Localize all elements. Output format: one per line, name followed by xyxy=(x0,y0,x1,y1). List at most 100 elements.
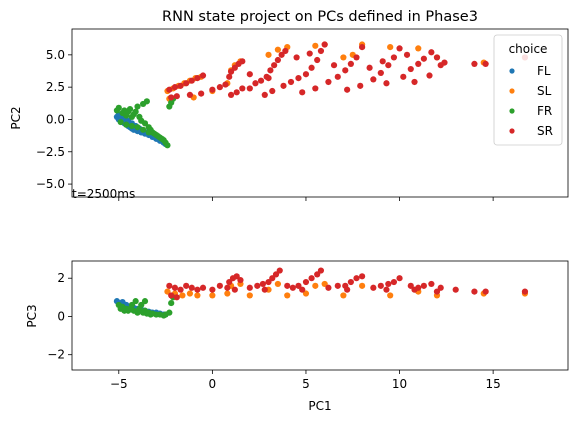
bottom-point-sr-27 xyxy=(308,275,315,282)
top-point-fr-30 xyxy=(134,124,141,131)
top-point-sr-54 xyxy=(390,54,398,61)
top-point-sr-36 xyxy=(302,71,310,78)
top-point-sr-57 xyxy=(400,73,407,80)
top-point-sr-72 xyxy=(293,54,300,61)
top-point-fr-28 xyxy=(123,121,130,128)
bottom-point-sl-15 xyxy=(321,280,328,288)
bottom-x-ticks: −5 0 5 10 15 xyxy=(110,370,501,391)
top-point-sr-30 xyxy=(282,47,289,55)
top-point-sr-37 xyxy=(308,64,315,71)
bottom-x-tick-label-3: 10 xyxy=(392,377,407,391)
top-point-sr-9 xyxy=(186,91,194,99)
top-point-sl-22 xyxy=(387,43,394,51)
bottom-point-fr-7 xyxy=(128,301,135,309)
top-point-sr-52 xyxy=(377,69,384,77)
top-axes-frame xyxy=(71,28,569,198)
bottom-point-sr-18 xyxy=(265,278,272,286)
top-point-sr-65 xyxy=(426,72,433,79)
bottom-point-sl-3 xyxy=(186,290,194,297)
top-point-sr-31 xyxy=(261,91,268,99)
top-point-sr-7 xyxy=(168,94,175,101)
top-point-sr-41 xyxy=(299,89,306,96)
chart-title: RNN state project on PCs defined in Phas… xyxy=(162,9,478,25)
top-point-sr-50 xyxy=(357,82,364,89)
bottom-point-sr-46 xyxy=(420,282,427,289)
top-point-sr-20 xyxy=(233,89,240,96)
top-point-sr-73 xyxy=(306,50,313,57)
bottom-point-sr-12 xyxy=(233,273,240,280)
top-point-sr-11 xyxy=(209,86,216,93)
top-point-fr-27 xyxy=(117,118,124,126)
top-point-sl-14 xyxy=(265,51,272,58)
top-point-sr-39 xyxy=(317,47,325,55)
top-point-fr-9 xyxy=(132,108,139,115)
top-point-sr-1 xyxy=(171,84,179,91)
top-point-sr-56 xyxy=(383,80,390,87)
bottom-point-fr-11 xyxy=(138,301,145,309)
bottom-point-sr-23 xyxy=(284,282,291,289)
bottom-point-sl-2 xyxy=(179,292,186,299)
bottom-point-sr-37 xyxy=(344,286,351,293)
legend-entry-fr: FR xyxy=(537,104,552,118)
top-point-sr-23 xyxy=(252,80,259,87)
legend-box xyxy=(493,34,563,146)
top-point-sr-64 xyxy=(411,78,418,86)
top-point-sr-70 xyxy=(246,71,253,78)
top-point-sr-3 xyxy=(183,80,190,87)
top-point-fr-32 xyxy=(145,129,152,136)
bottom-point-sr-31 xyxy=(325,284,332,291)
top-point-sr-8 xyxy=(173,93,180,100)
bottom-point-sr-2 xyxy=(177,286,184,293)
top-point-fr-10 xyxy=(134,103,141,110)
bottom-point-sr-35 xyxy=(353,275,360,282)
bottom-point-sr-13 xyxy=(237,277,244,284)
top-y-tick-label-2: 0.0 xyxy=(46,112,65,126)
top-point-sl-15 xyxy=(274,46,281,53)
bottom-point-sr-29 xyxy=(317,267,325,274)
bottom-point-sr-56 xyxy=(173,294,180,301)
bottom-point-sr-42 xyxy=(396,275,403,282)
top-point-sr-0 xyxy=(166,86,173,93)
bottom-point-sr-24 xyxy=(289,284,296,291)
top-point-sr-61 xyxy=(428,49,435,56)
top-point-sr-27 xyxy=(271,62,278,69)
top-point-sr-66 xyxy=(441,59,448,66)
top-point-sr-2 xyxy=(177,82,184,89)
bottom-point-sr-51 xyxy=(452,286,459,293)
bottom-point-sr-3 xyxy=(183,282,190,289)
bottom-axes-frame xyxy=(71,260,569,371)
bottom-point-fr-25 xyxy=(132,298,139,305)
bottom-point-sr-7 xyxy=(209,286,216,293)
bottom-point-fr-26 xyxy=(141,298,149,305)
legend-title: choice xyxy=(509,42,548,56)
bottom-point-sr-9 xyxy=(224,284,231,291)
top-point-sr-48 xyxy=(359,43,366,51)
top-point-sr-5 xyxy=(194,75,201,82)
top-point-sl-23 xyxy=(415,45,422,52)
bottom-x-tick-label-1: 0 xyxy=(209,377,217,391)
bottom-point-sr-39 xyxy=(377,282,384,289)
legend-marker-sl xyxy=(509,88,515,94)
bottom-point-sr-41 xyxy=(390,278,398,286)
top-point-sr-62 xyxy=(433,54,441,61)
top-point-sr-40 xyxy=(321,41,328,48)
bottom-point-sr-32 xyxy=(334,282,341,289)
bottom-point-sl-14 xyxy=(312,282,319,289)
top-point-sr-49 xyxy=(344,86,351,93)
bottom-point-sr-48 xyxy=(437,284,444,291)
top-point-sr-18 xyxy=(239,58,246,65)
top-point-sr-21 xyxy=(239,85,246,92)
top-point-sr-4 xyxy=(188,77,195,84)
top-point-sr-77 xyxy=(403,51,411,58)
top-points-layer xyxy=(113,41,529,149)
top-point-sr-68 xyxy=(482,60,489,67)
bottom-point-sl-12 xyxy=(284,292,291,299)
top-point-sr-67 xyxy=(471,60,478,67)
top-point-sr-29 xyxy=(278,51,285,58)
bottom-point-fr-23 xyxy=(168,299,175,307)
top-point-sr-74 xyxy=(330,62,338,69)
bottom-point-sr-6 xyxy=(199,284,207,291)
bottom-point-sr-25 xyxy=(295,282,302,289)
top-point-fr-35 xyxy=(158,135,165,142)
